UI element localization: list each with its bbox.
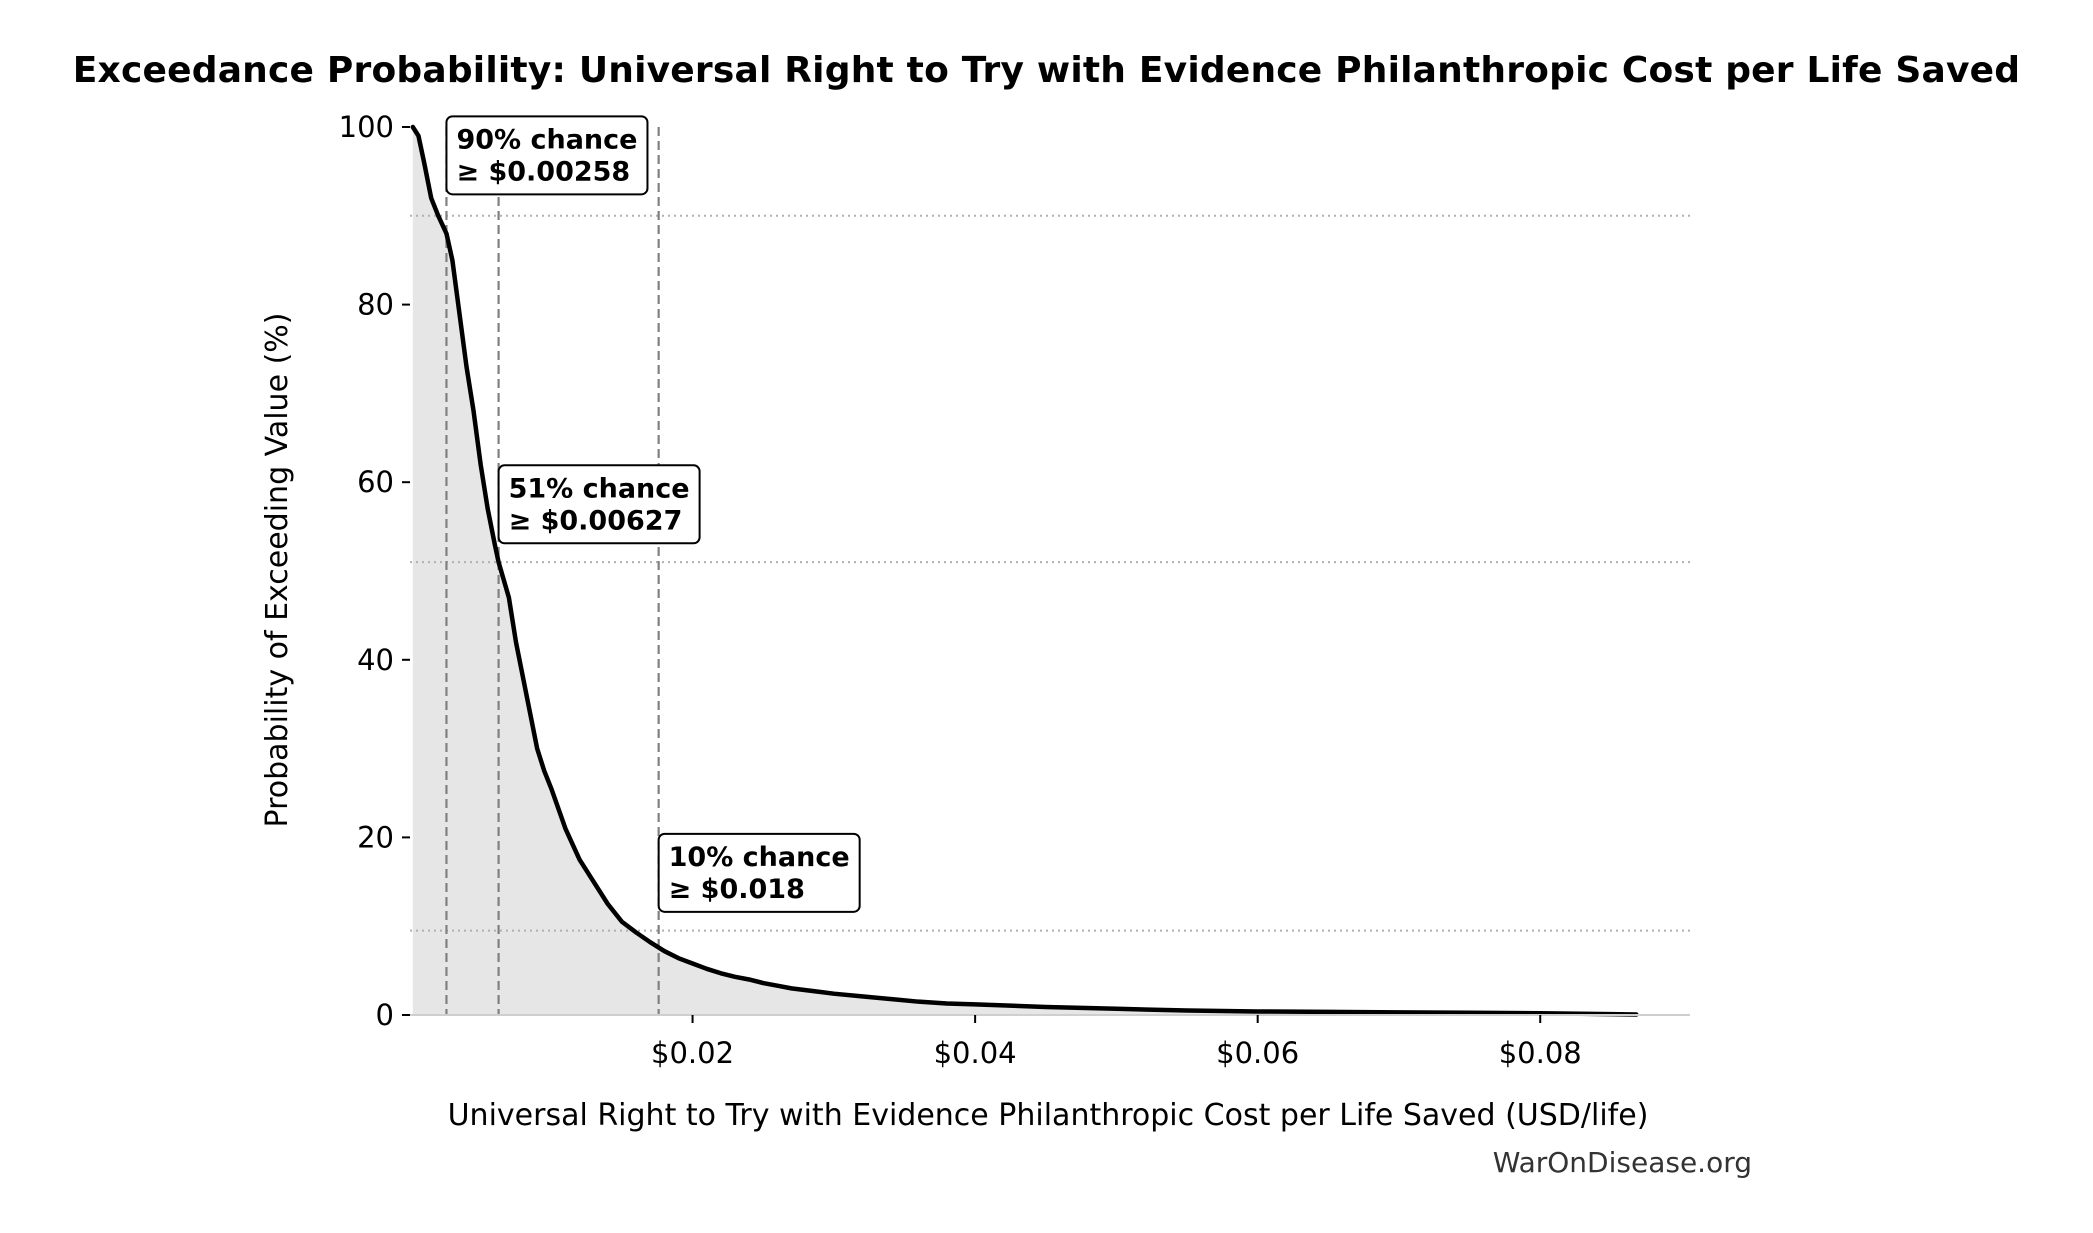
tick-labels: 0 20 40 60 80 100 $0.02 $0.04 $0.06 $0.08 <box>339 110 1582 1070</box>
threshold-annotation-2: 51% chance≥ $0.00627 <box>497 464 701 545</box>
annotation-line-1: 90% chance <box>456 124 637 155</box>
annotation-line-2: ≥ $0.00258 <box>456 156 630 187</box>
x-tick-label: $0.06 <box>1216 1036 1299 1070</box>
annotation-box <box>497 464 701 545</box>
annotation-line-1: 10% chance <box>669 842 850 873</box>
x-tick-label: $0.04 <box>934 1036 1017 1070</box>
exceedance-curve-layer <box>410 124 1639 1017</box>
exceedance-curve <box>410 124 1639 1017</box>
x-tick-label: $0.02 <box>651 1036 734 1070</box>
annotation-line-1: 51% chance <box>509 473 690 504</box>
threshold-annotations: 90% chance≥ $0.00258 51% chance≥ $0.00627… <box>445 115 861 913</box>
chart-title: Exceedance Probability: Universal Right … <box>72 50 2021 91</box>
annotation-box <box>657 832 861 913</box>
y-tick-label: 20 <box>357 820 394 854</box>
x-tick-label: $0.08 <box>1499 1036 1582 1070</box>
y-tick-label: 0 <box>376 998 394 1032</box>
y-tick-label: 60 <box>357 465 394 499</box>
y-tick-label: 80 <box>357 288 394 322</box>
probability-reference-lines <box>410 214 1690 932</box>
y-axis-label: Probability of Exceeding Value (%) <box>260 313 295 828</box>
y-tick-label: 40 <box>357 643 394 677</box>
y-tick-label: 100 <box>339 110 394 144</box>
annotation-line-2: ≥ $0.00627 <box>509 505 683 536</box>
area-fill-layer <box>412 127 1637 1015</box>
x-axis-label: Universal Right to Try with Evidence Phi… <box>448 1098 1649 1133</box>
annotation-box <box>445 115 649 196</box>
watermark: WarOnDisease.org <box>1492 1146 1752 1179</box>
area-fill <box>412 127 1637 1015</box>
threshold-reference-lines <box>445 127 660 1015</box>
threshold-annotation-3: 10% chance≥ $0.018 <box>657 832 861 913</box>
threshold-annotation-1: 90% chance≥ $0.00258 <box>445 115 649 196</box>
annotation-line-2: ≥ $0.018 <box>669 874 805 905</box>
